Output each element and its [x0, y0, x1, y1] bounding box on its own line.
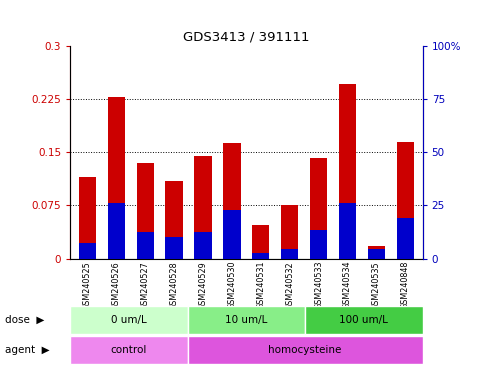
Bar: [79, 243, 96, 258]
Text: 10 um/L: 10 um/L: [225, 315, 268, 325]
Text: GSM240533: GSM240533: [314, 261, 323, 310]
Bar: [223, 210, 241, 258]
Text: GSM240531: GSM240531: [256, 261, 265, 310]
Text: 100 um/L: 100 um/L: [340, 315, 388, 325]
Text: GSM240848: GSM240848: [401, 261, 410, 309]
Text: dose  ▶: dose ▶: [5, 315, 44, 325]
Bar: [137, 232, 154, 258]
Bar: [194, 156, 212, 258]
Title: GDS3413 / 391111: GDS3413 / 391111: [183, 30, 310, 43]
Bar: [70, 336, 187, 364]
Bar: [305, 306, 423, 334]
Bar: [194, 232, 212, 258]
Bar: [165, 237, 183, 258]
Bar: [281, 250, 298, 258]
Bar: [165, 180, 183, 258]
Bar: [223, 143, 241, 258]
Bar: [339, 84, 356, 258]
Text: GSM240525: GSM240525: [83, 261, 92, 310]
Bar: [281, 205, 298, 258]
Bar: [310, 158, 327, 258]
Text: GSM240528: GSM240528: [170, 261, 179, 310]
Text: GSM240527: GSM240527: [141, 261, 150, 310]
Bar: [368, 246, 385, 258]
Bar: [137, 163, 154, 258]
Bar: [397, 218, 414, 258]
Bar: [70, 306, 187, 334]
Text: agent  ▶: agent ▶: [5, 345, 49, 355]
Bar: [339, 203, 356, 258]
Text: control: control: [111, 345, 147, 355]
Bar: [187, 336, 423, 364]
Bar: [252, 253, 270, 258]
Text: GSM240534: GSM240534: [343, 261, 352, 310]
Bar: [397, 142, 414, 258]
Bar: [187, 306, 305, 334]
Text: GSM240526: GSM240526: [112, 261, 121, 310]
Text: GSM240535: GSM240535: [372, 261, 381, 310]
Bar: [252, 225, 270, 258]
Text: homocysteine: homocysteine: [269, 345, 342, 355]
Bar: [368, 250, 385, 258]
Bar: [108, 203, 125, 258]
Bar: [310, 230, 327, 258]
Text: GSM240532: GSM240532: [285, 261, 294, 310]
Bar: [79, 177, 96, 258]
Bar: [108, 97, 125, 258]
Text: GSM240529: GSM240529: [199, 261, 208, 310]
Text: 0 um/L: 0 um/L: [111, 315, 147, 325]
Text: GSM240530: GSM240530: [227, 261, 236, 310]
